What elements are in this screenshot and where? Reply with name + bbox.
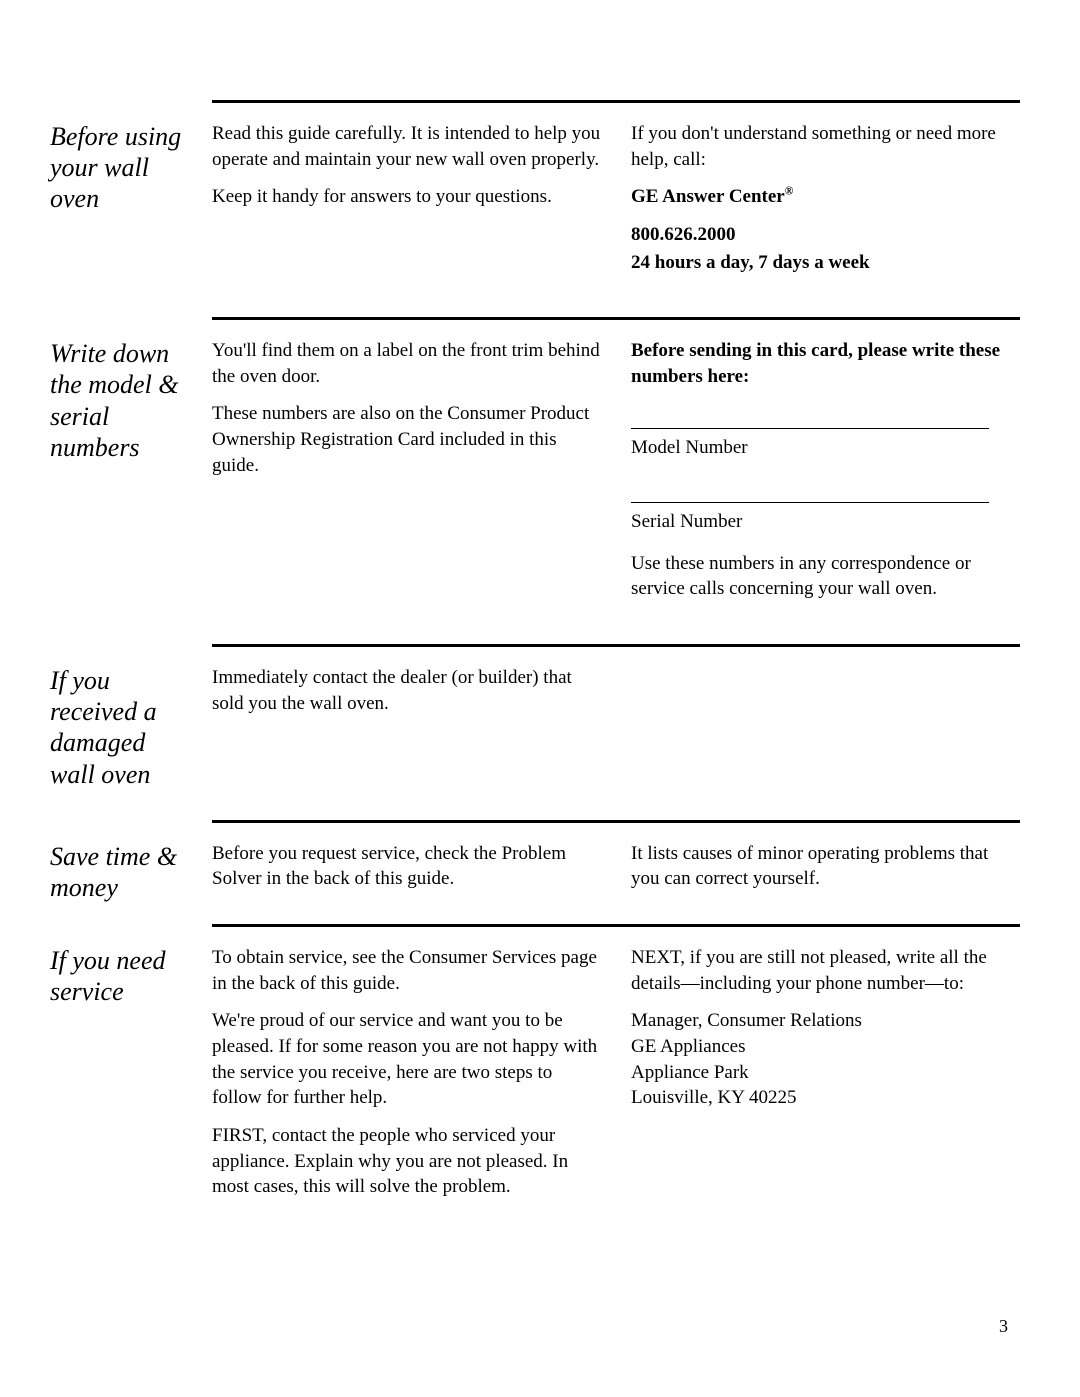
text-p1: Read this guide carefully. It is intende… [212, 121, 601, 172]
ge-center-label: GE Answer Center [631, 186, 785, 207]
heading-damaged: If you received a damaged wall oven [50, 665, 212, 790]
text-p2: We're proud of our service and want you … [212, 1008, 601, 1111]
heading-write-numbers: Write down the model & serial numbers [50, 338, 212, 614]
text-help-intro: If you don't understand something or nee… [631, 121, 1020, 172]
text-p1: Before you request service, check the Pr… [212, 841, 601, 892]
col-left: Before you request service, check the Pr… [212, 841, 601, 904]
serial-number-input-line[interactable] [631, 477, 989, 503]
heading-need-service: If you need service [50, 945, 212, 1212]
body-write-numbers: You'll find them on a label on the front… [212, 338, 1020, 614]
col-right: Before sending in this card, please writ… [631, 338, 1020, 614]
model-number-label: Model Number [631, 435, 1020, 461]
col-right: If you don't understand something or nee… [631, 121, 1020, 287]
text-p2: Keep it handy for answers to your questi… [212, 184, 601, 210]
text-addr1: Manager, Consumer Relations [631, 1008, 1020, 1034]
col-right: It lists causes of minor operating probl… [631, 841, 1020, 904]
body-need-service: To obtain service, see the Consumer Serv… [212, 945, 1020, 1212]
text-p2: These numbers are also on the Consumer P… [212, 401, 601, 478]
page-number: 3 [999, 1316, 1008, 1337]
heading-save-time: Save time & money [50, 841, 212, 904]
text-hours: 24 hours a day, 7 days a week [631, 250, 1020, 276]
section-save-time: Save time & money Before you request ser… [50, 823, 1020, 924]
text-next: NEXT, if you are still not pleased, writ… [631, 945, 1020, 996]
text-addr2: GE Appliances [631, 1034, 1020, 1060]
col-left: To obtain service, see the Consumer Serv… [212, 945, 601, 1212]
col-right: NEXT, if you are still not pleased, writ… [631, 945, 1020, 1212]
body-damaged: Immediately contact the dealer (or build… [212, 665, 1020, 790]
heading-text: Write down the model & serial numbers [50, 339, 179, 462]
col-left: You'll find them on a label on the front… [212, 338, 601, 614]
model-number-input-line[interactable] [631, 403, 989, 429]
reg-mark: ® [785, 186, 794, 198]
text-p1: You'll find them on a label on the front… [212, 338, 601, 389]
text-p1: Immediately contact the dealer (or build… [212, 665, 601, 716]
text-note: Use these numbers in any correspondence … [631, 551, 1020, 602]
section-write-numbers: Write down the model & serial numbers Yo… [50, 320, 1020, 644]
text-ge-center: GE Answer Center® [631, 184, 1020, 210]
section-need-service: If you need service To obtain service, s… [50, 927, 1020, 1242]
text-phone: 800.626.2000 [631, 222, 1020, 248]
section-damaged: If you received a damaged wall oven Imme… [50, 647, 1020, 820]
text-p1: It lists causes of minor operating probl… [631, 841, 1020, 892]
col-left: Read this guide carefully. It is intende… [212, 121, 601, 287]
text-p1: To obtain service, see the Consumer Serv… [212, 945, 601, 996]
serial-number-label: Serial Number [631, 509, 1020, 535]
text-intro: Before sending in this card, please writ… [631, 338, 1020, 389]
text-addr4: Louisville, KY 40225 [631, 1085, 1020, 1111]
text-p3: FIRST, contact the people who serviced y… [212, 1123, 601, 1200]
text-addr3: Appliance Park [631, 1060, 1020, 1086]
body-before-using: Read this guide carefully. It is intende… [212, 121, 1020, 287]
col-left: Immediately contact the dealer (or build… [212, 665, 601, 790]
section-before-using: Before using your wall oven Read this gu… [50, 103, 1020, 317]
body-save-time: Before you request service, check the Pr… [212, 841, 1020, 904]
col-right-empty [631, 665, 1020, 790]
page: Before using your wall oven Read this gu… [0, 0, 1080, 1282]
heading-text: Save time & money [50, 842, 177, 902]
heading-before-using: Before using your wall oven [50, 121, 212, 287]
